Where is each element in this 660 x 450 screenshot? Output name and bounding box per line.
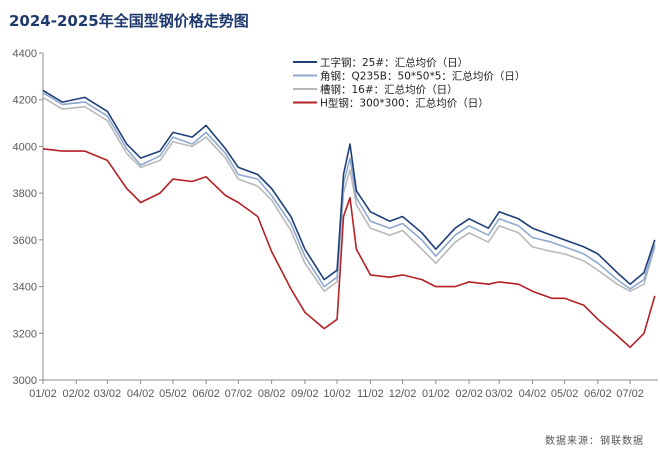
x-axis: 01/02 02/02 03/02 04/02 05/02 06/02 07/02 08/02… (29, 379, 658, 400)
x-tick-label: 11/02 (357, 388, 384, 400)
chart-title: 2024-2025年全国型钢价格走势图 (9, 12, 249, 30)
y-axis: 3000 3200 3400 3600 3800 4000 4200 4400 (13, 48, 44, 387)
x-tick-label: 07/02 (225, 388, 253, 400)
series-lines (42, 89, 656, 349)
series-line-caogang (42, 96, 656, 293)
legend-item-gongzigang: 工字钢：25#：汇总均价（日） (320, 56, 468, 69)
x-tick-label: 02/02 (63, 388, 91, 400)
legend-item-caogang: 槽钢：16#：汇总均价（日） (320, 83, 458, 96)
series-line-hxinggang (42, 148, 656, 349)
series-line-gongzigang (42, 89, 656, 286)
x-tick-label: 05/02 (551, 388, 579, 400)
y-tick-label: 4000 (13, 141, 37, 153)
x-tick-label: 03/02 (94, 388, 122, 400)
x-tick-label: 08/02 (258, 388, 286, 400)
x-tick-label: 06/02 (192, 388, 220, 400)
y-tick-label: 3400 (13, 282, 37, 294)
x-tick-label: 04/02 (127, 388, 155, 400)
data-source-note: 数据来源：钢联数据 (545, 436, 644, 447)
x-tick-label: 12/02 (389, 388, 417, 400)
x-tick-label: 10/02 (323, 388, 351, 400)
y-tick-label: 3200 (13, 328, 37, 340)
y-tick-label: 3600 (13, 235, 37, 247)
x-tick-label: 02/02 (455, 388, 483, 400)
legend-item-jiaogang: 角钢：Q235B：50*50*5：汇总均价（日） (320, 70, 525, 83)
x-tick-label: 04/02 (519, 388, 547, 400)
y-tick-label: 3800 (13, 188, 37, 200)
x-tick-label: 05/02 (159, 388, 187, 400)
y-tick-label: 4200 (13, 95, 37, 107)
series-line-jiaogang (42, 92, 656, 290)
x-tick-label: 07/02 (616, 388, 644, 400)
y-tick-label: 3000 (13, 375, 37, 387)
x-tick-label: 01/02 (422, 388, 450, 400)
x-tick-label: 06/02 (584, 388, 612, 400)
legend: 工字钢：25#：汇总均价（日）角钢：Q235B：50*50*5：汇总均价（日）槽… (293, 56, 525, 110)
x-tick-label: 01/02 (29, 388, 57, 400)
x-tick-label: 03/02 (485, 388, 513, 400)
legend-item-hxinggang: H型钢：300*300：汇总均价（日） (320, 97, 489, 110)
x-tick-label: 09/02 (291, 388, 319, 400)
y-tick-label: 4400 (13, 48, 37, 60)
